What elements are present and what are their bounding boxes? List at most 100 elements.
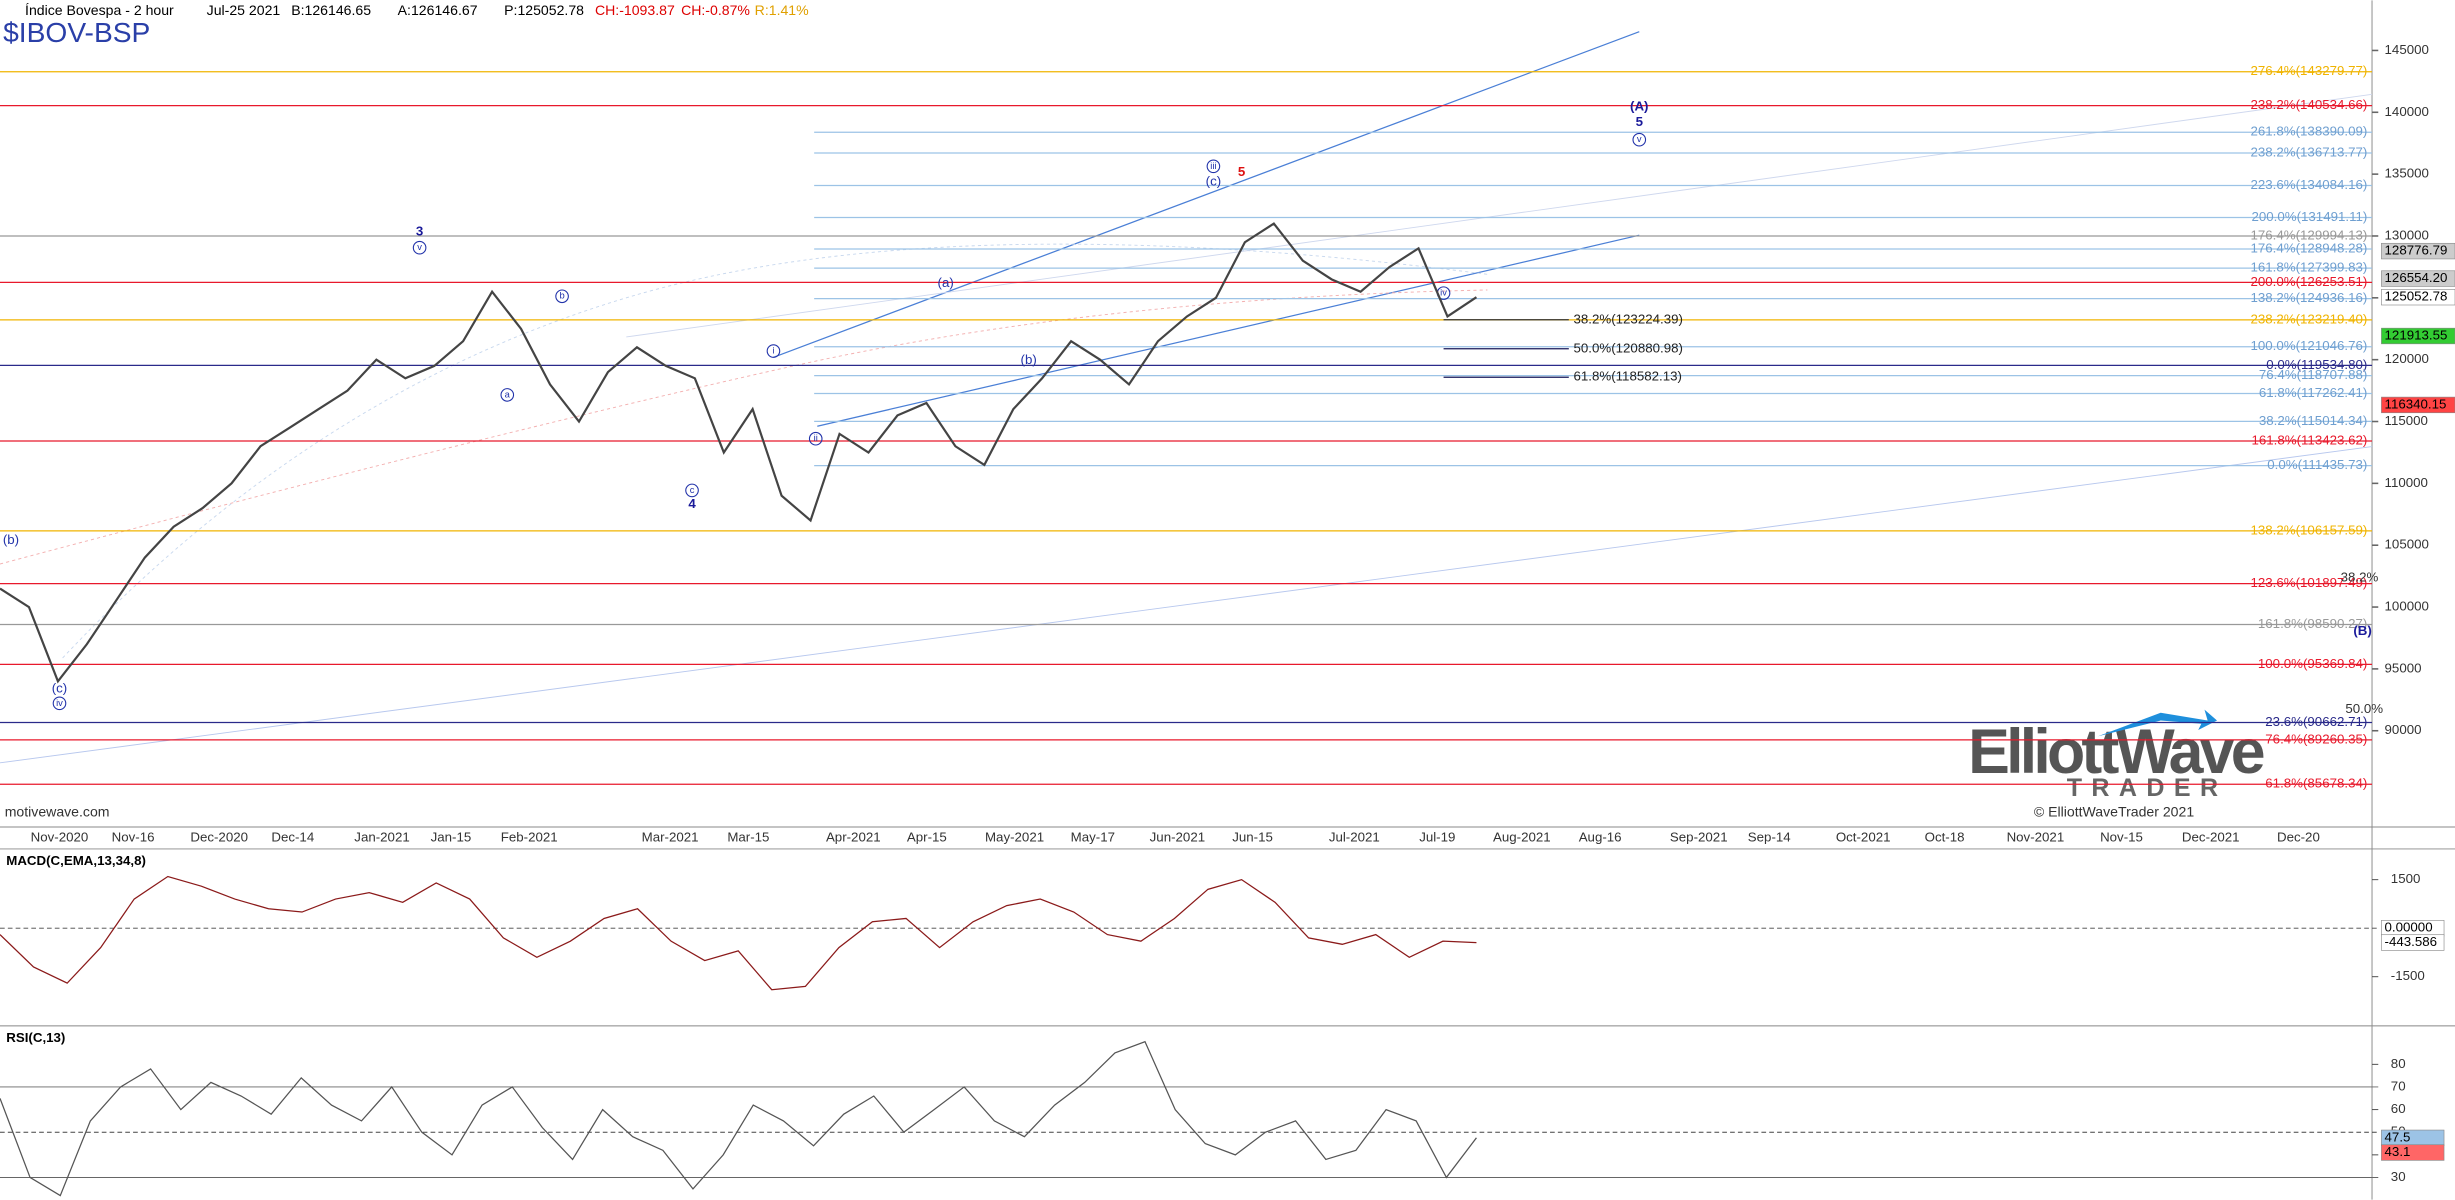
wave-label: (A) bbox=[1630, 98, 1648, 113]
y-tick-label: 80 bbox=[2391, 1056, 2406, 1071]
x-tick-label: Oct-18 bbox=[1925, 830, 1965, 845]
date: Jul-25 2021 bbox=[207, 2, 281, 18]
wave-label: 4 bbox=[688, 496, 696, 511]
value-tag bbox=[2381, 1144, 2445, 1161]
wave-label: (b) bbox=[3, 532, 19, 547]
x-tick-label: Jan-2021 bbox=[354, 830, 409, 845]
fib-label: 138.2%(124936.16) bbox=[2251, 290, 2368, 305]
y-tick-label: 130000 bbox=[2385, 227, 2429, 242]
source: motivewave.com bbox=[5, 804, 110, 820]
wave-label: 3 bbox=[416, 224, 423, 239]
fib-label: 261.8%(138390.09) bbox=[2251, 124, 2368, 139]
ask: A:126146.67 bbox=[398, 2, 478, 18]
x-tick-label: Apr-15 bbox=[907, 830, 947, 845]
fib-label: 238.2%(140534.66) bbox=[2251, 97, 2368, 112]
fib-label: 23.6%(90662.71) bbox=[2265, 714, 2367, 729]
x-tick-label: Jun-15 bbox=[1232, 830, 1273, 845]
panel-title: RSI(C,13) bbox=[6, 1030, 65, 1045]
change: CH:-1093.87 bbox=[595, 2, 675, 18]
price-tag-label: 128776.79 bbox=[2385, 243, 2448, 258]
x-tick-label: Mar-2021 bbox=[642, 830, 699, 845]
y-tick-label: 30 bbox=[2391, 1169, 2406, 1184]
wave-label: v bbox=[1637, 133, 1642, 144]
x-tick-label: Oct-2021 bbox=[1836, 830, 1891, 845]
retracement-label: 61.8%(118582.13) bbox=[1574, 369, 1682, 384]
fib-label: 161.8%(98590.27) bbox=[2258, 616, 2367, 631]
y-tick-label: 120000 bbox=[2385, 351, 2429, 366]
retracement-label: 38.2%(123224.39) bbox=[1574, 311, 1683, 326]
fib-label: 161.8%(127399.83) bbox=[2251, 260, 2368, 275]
price-tag-label: 125052.78 bbox=[2385, 289, 2448, 304]
fib-label: 176.4%(129994.13) bbox=[2251, 228, 2368, 243]
wave-circle bbox=[555, 289, 569, 304]
fib-label: 61.8%(85678.34) bbox=[2265, 776, 2367, 791]
title: Índice Bovespa - 2 hour bbox=[25, 2, 174, 18]
price-tag-label: 121913.55 bbox=[2385, 328, 2448, 343]
fib-label: 238.2%(136713.77) bbox=[2251, 144, 2368, 159]
x-tick-label: Sep-2021 bbox=[1670, 830, 1728, 845]
price-tag bbox=[2381, 327, 2455, 345]
x-tick-label: Mar-15 bbox=[727, 830, 769, 845]
price-tag bbox=[2381, 242, 2455, 260]
value-tag-label: -443.586 bbox=[2385, 934, 2438, 949]
wave-label: (b) bbox=[1021, 352, 1037, 367]
panel-title: MACD(C,EMA,13,34,8) bbox=[6, 853, 146, 868]
wave-label: iv bbox=[56, 697, 63, 708]
wave-label: (a) bbox=[938, 275, 954, 290]
retracement-label: 50.0%(120880.98) bbox=[1574, 340, 1683, 355]
x-tick-label: Aug-16 bbox=[1579, 830, 1622, 845]
fib-label: 200.0%(126253.51) bbox=[2251, 274, 2368, 289]
x-tick-label: Dec-2020 bbox=[190, 830, 248, 845]
x-tick-label: Dec-20 bbox=[2277, 830, 2320, 845]
wave-circle bbox=[412, 240, 427, 255]
wave-circle bbox=[1206, 159, 1221, 174]
x-tick-label: Jul-2021 bbox=[1329, 830, 1380, 845]
fib-label: 0.0%(111435.73) bbox=[2267, 457, 2367, 472]
wave-circle bbox=[766, 344, 781, 358]
x-tick-label: May-2021 bbox=[985, 830, 1044, 845]
fib-label: 161.8%(113423.62) bbox=[2251, 433, 2367, 448]
y-tick-label: 140000 bbox=[2385, 104, 2429, 119]
wave-circle bbox=[685, 483, 699, 498]
wave-label: ii bbox=[814, 432, 818, 443]
wave-label: a bbox=[505, 388, 511, 399]
wave-label: 38.2% bbox=[2341, 570, 2379, 585]
y-tick-label: 100000 bbox=[2385, 599, 2429, 614]
fib-label: 238.2%(123219.40) bbox=[2251, 311, 2368, 326]
x-tick-label: Jan-15 bbox=[431, 830, 472, 845]
wave-label: iv bbox=[1440, 287, 1447, 298]
fib-label: 76.4%(118707.88) bbox=[2259, 367, 2367, 382]
fib-label: 61.8%(117262.41) bbox=[2259, 385, 2367, 400]
x-tick-label: Jun-2021 bbox=[1150, 830, 1205, 845]
y-tick-label: 105000 bbox=[2385, 537, 2429, 552]
range: R:1.41% bbox=[755, 2, 809, 18]
y-tick-label: -1500 bbox=[2391, 968, 2425, 983]
fib-label: 138.2%(106157.59) bbox=[2251, 522, 2368, 537]
y-tick-label: 95000 bbox=[2385, 660, 2422, 675]
wave-label: (c) bbox=[1206, 173, 1222, 188]
y-tick-label: 60 bbox=[2391, 1101, 2406, 1116]
wave-label: (c) bbox=[52, 681, 68, 696]
x-tick-label: Jul-19 bbox=[1419, 830, 1455, 845]
price-tag-label: 116340.15 bbox=[2385, 396, 2447, 411]
wave-circle bbox=[500, 388, 515, 402]
trend-line bbox=[626, 93, 2373, 338]
fib-label: 100.0%(95369.84) bbox=[2258, 656, 2367, 671]
wave-circle bbox=[52, 696, 67, 711]
series-line bbox=[0, 1040, 1477, 1197]
wave-label: 5 bbox=[1238, 164, 1246, 179]
price-tag bbox=[2381, 289, 2455, 306]
price: P:125052.78 bbox=[504, 2, 584, 18]
y-tick-label: 1500 bbox=[2391, 871, 2421, 886]
value-tag-label: 43.1 bbox=[2385, 1144, 2411, 1159]
wave-label: c bbox=[690, 484, 695, 495]
channel-line bbox=[773, 31, 1640, 358]
fib-label: 76.4%(89260.35) bbox=[2265, 731, 2367, 746]
fib-label: 100.0%(121046.76) bbox=[2251, 338, 2368, 353]
y-tick-label: 110000 bbox=[2385, 475, 2428, 490]
y-tick-label: 90000 bbox=[2385, 722, 2422, 737]
price-tag-label: 126554.20 bbox=[2385, 270, 2448, 285]
change-pct: CH:-0.87% bbox=[681, 2, 750, 18]
wave-circle bbox=[808, 431, 823, 446]
